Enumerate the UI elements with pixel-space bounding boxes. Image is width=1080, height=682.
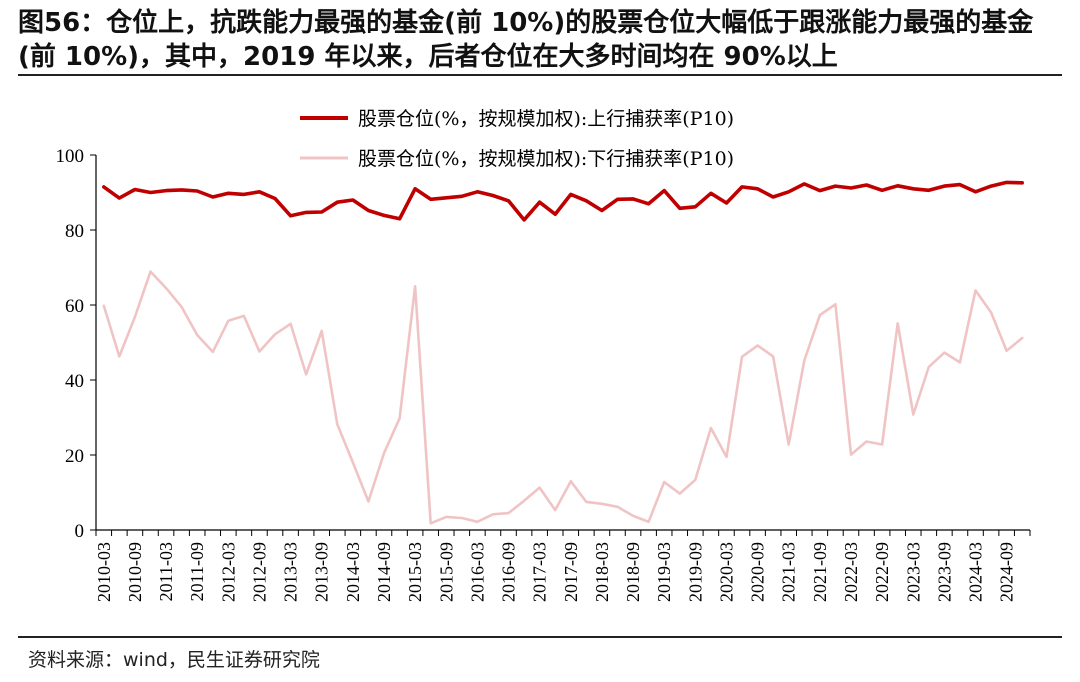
x-tick-label: 2018-03 xyxy=(592,542,612,602)
x-tick-label: 2024-09 xyxy=(997,542,1017,602)
x-tick-label: 2021-09 xyxy=(810,542,830,602)
x-tick-label: 2022-03 xyxy=(841,542,861,602)
y-tick-label: 0 xyxy=(75,521,85,542)
y-tick-label: 20 xyxy=(65,446,84,467)
x-tick-label: 2016-03 xyxy=(467,542,487,602)
x-tick-label: 2010-09 xyxy=(125,542,145,602)
title-divider xyxy=(18,74,1062,76)
x-tick-label: 2011-03 xyxy=(156,542,176,601)
x-tick-label: 2014-03 xyxy=(343,542,363,602)
x-tick-label: 2014-09 xyxy=(374,542,394,602)
y-tick-label: 100 xyxy=(56,146,85,167)
x-tick-label: 2022-09 xyxy=(872,542,892,602)
x-tick-label: 2013-09 xyxy=(312,542,332,602)
x-tick-label: 2016-09 xyxy=(499,542,519,602)
series-line-downside xyxy=(102,270,1024,525)
legend-label-downside: 股票仓位(%，按规模加权):下行捕获率(P10) xyxy=(358,148,734,170)
x-tick-label: 2019-09 xyxy=(685,542,705,602)
y-tick-label: 40 xyxy=(65,371,84,392)
x-tick-label: 2020-09 xyxy=(748,542,768,602)
legend-label-upside: 股票仓位(%，按规模加权):上行捕获率(P10) xyxy=(358,108,734,130)
x-tick-label: 2023-09 xyxy=(934,542,954,602)
x-tick-label: 2023-03 xyxy=(903,542,923,602)
x-tick-label: 2021-03 xyxy=(779,542,799,602)
source-note: 资料来源：wind，民生证券研究院 xyxy=(28,649,320,671)
x-tick-label: 2012-09 xyxy=(249,542,269,602)
x-tick-label: 2020-03 xyxy=(716,542,736,602)
x-tick-label: 2013-03 xyxy=(281,542,301,602)
x-tick-label: 2017-09 xyxy=(561,542,581,602)
y-tick-label: 80 xyxy=(65,221,84,242)
chart-legend: 股票仓位(%，按规模加权):上行捕获率(P10) 股票仓位(%，按规模加权):下行… xyxy=(300,108,734,170)
x-tick-label: 2024-03 xyxy=(966,542,986,602)
x-tick-label: 2010-03 xyxy=(94,542,114,602)
chart-lines xyxy=(102,180,1025,525)
x-tick-label: 2012-03 xyxy=(218,542,238,602)
footer-divider xyxy=(18,636,1062,638)
y-tick-label: 60 xyxy=(65,296,84,317)
chart-title: 图56：仓位上，抗跌能力最强的基金(前 10%)的股票仓位大幅低于跟涨能力最强的… xyxy=(18,8,1034,72)
x-tick-label: 2017-03 xyxy=(530,542,550,602)
x-tick-label: 2011-09 xyxy=(187,542,207,601)
x-tick-label: 2015-03 xyxy=(405,542,425,602)
series-line-upside xyxy=(102,180,1025,222)
x-tick-label: 2015-09 xyxy=(436,542,456,602)
x-tick-label: 2019-03 xyxy=(654,542,674,602)
x-tick-label: 2018-09 xyxy=(623,542,643,602)
chart-axes: 0 20 40 60 80 100 2010-03 2010-09 2011-03 2011-09… xyxy=(56,146,1031,602)
